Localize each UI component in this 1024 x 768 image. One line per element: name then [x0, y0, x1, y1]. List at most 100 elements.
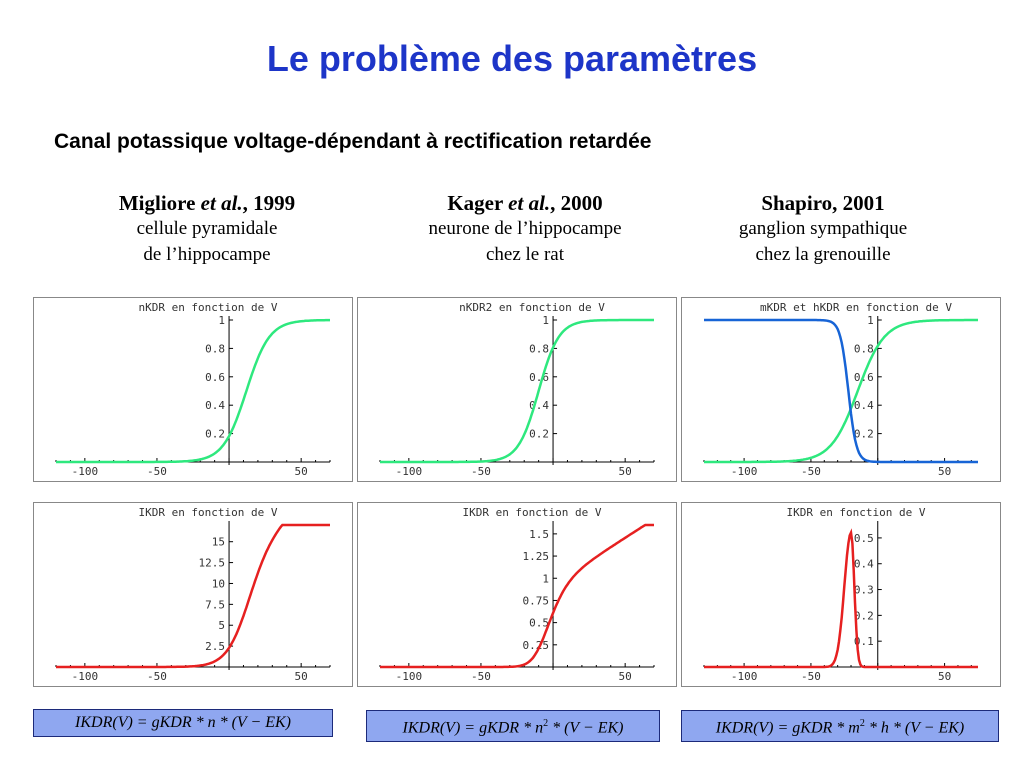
- y-tick-label: 10: [212, 577, 225, 590]
- formula-exponent: 2: [859, 718, 865, 729]
- x-tick-label: -100: [396, 465, 423, 478]
- description-line1: neurone de l’hippocampe: [428, 218, 622, 239]
- x-tick-label: 50: [938, 670, 951, 683]
- y-tick-label: 0.2: [854, 609, 874, 622]
- series-line-0: [380, 318, 654, 464]
- etal: et al.: [508, 191, 551, 215]
- y-tick-label: 0.8: [529, 342, 549, 355]
- chart-nkdr2: nKDR2 en fonction de V -100 -50 50 1 0.8 0.6 0.…: [379, 301, 655, 478]
- x-tick-label: -100: [731, 465, 758, 478]
- y-tick-label: 0.4: [854, 558, 874, 571]
- series-line-0: [380, 523, 654, 669]
- chart-panel-mkdr-hkdr: mKDR et hKDR en fonction de V -100 -50 50 1 0…: [681, 297, 1001, 482]
- chart-ikdr-shapiro: IKDR en fonction de V -100 -50 50 0.5 0.4 0.3 0…: [703, 506, 978, 683]
- formula-tail: * (V − EK): [548, 719, 624, 737]
- chart-panel-ikdr-migliore: IKDR en fonction de V -100 -50 50 15 12.5 10 7.…: [33, 502, 353, 687]
- x-tick-label: -100: [72, 465, 99, 478]
- column-header-shapiro: Shapiro, 2001 ganglion sympathique chez …: [678, 190, 968, 268]
- x-tick-label: 50: [938, 465, 951, 478]
- formula-text: IKDR(V) = gKDR * n * (V − EK): [75, 714, 291, 731]
- chart-title: IKDR en fonction de V: [786, 506, 925, 519]
- x-tick-label: -100: [396, 670, 423, 683]
- description-line1: ganglion sympathique: [738, 218, 908, 239]
- author: Shapiro, 2001: [761, 191, 885, 215]
- y-tick-label: 0.5: [529, 617, 549, 630]
- column-header-kager: Kager et al., 2000 neurone de l’hippocam…: [380, 190, 670, 268]
- y-tick-label: 0.2: [205, 428, 225, 441]
- x-tick-label: -50: [471, 465, 491, 478]
- series-line-0: [704, 318, 978, 464]
- y-tick-label: 1.5: [529, 528, 549, 541]
- chart-mkdr-hkdr: mKDR et hKDR en fonction de V -100 -50 50 1 0…: [703, 301, 978, 478]
- author: Migliore: [118, 191, 196, 215]
- x-tick-label: -50: [147, 465, 167, 478]
- chart-panel-ikdr-shapiro: IKDR en fonction de V -100 -50 50 0.5 0.4 0.3 0…: [681, 502, 1001, 687]
- formula-kager: IKDR(V) = gKDR * n2 * (V − EK): [366, 710, 660, 743]
- y-tick-label: 0.1: [854, 635, 874, 648]
- description-line2: chez la grenouille: [755, 244, 891, 265]
- etal: et al.: [200, 191, 243, 215]
- y-tick-label: 15: [212, 536, 225, 549]
- x-tick-label: -100: [731, 670, 758, 683]
- series-line-0: [56, 523, 330, 669]
- y-tick-label: 0.2: [529, 428, 549, 441]
- chart-nkdr: nKDR en fonction de V -100 -50 50 1 0.8 0.6 0.4…: [55, 301, 331, 478]
- x-tick-label: -50: [471, 670, 491, 683]
- series-line-0: [704, 528, 978, 669]
- y-tick-label: 1: [542, 572, 549, 585]
- chart-title: IKDR en fonction de V: [138, 506, 277, 519]
- y-tick-label: 1.25: [523, 550, 550, 563]
- y-tick-label: 0.25: [523, 639, 550, 652]
- x-tick-label: -50: [801, 670, 821, 683]
- chart-ikdr-migliore: IKDR en fonction de V -100 -50 50 15 12.5 10 7.…: [55, 506, 331, 683]
- formula-text: IKDR(V) = gKDR * n: [402, 719, 544, 737]
- chart-title: mKDR et hKDR en fonction de V: [760, 301, 952, 314]
- formula-exponent: 2: [543, 718, 549, 729]
- chart-ikdr-kager: IKDR en fonction de V -100 -50 50 1.5 1.25 1 0.…: [379, 506, 655, 683]
- slide-subtitle: Canal potassique voltage-dépendant à rec…: [54, 130, 652, 153]
- year: , 2000: [550, 191, 603, 215]
- year: , 1999: [242, 191, 296, 215]
- author: Kager: [447, 191, 503, 215]
- x-tick-label: -50: [801, 465, 821, 478]
- chart-title: nKDR en fonction de V: [138, 301, 277, 314]
- chart-title: IKDR en fonction de V: [462, 506, 601, 519]
- x-tick-label: 50: [619, 670, 632, 683]
- y-tick-label: 0.4: [854, 399, 874, 412]
- y-tick-label: 0.6: [529, 371, 549, 384]
- y-tick-label: 0.6: [205, 371, 225, 384]
- y-tick-label: 7.5: [205, 598, 225, 611]
- chart-panel-nkdr: nKDR en fonction de V -100 -50 50 1 0.8 0.6 0.4…: [33, 297, 353, 482]
- y-tick-label: 0.8: [854, 342, 874, 355]
- formula-text: IKDR(V) = gKDR * m: [715, 719, 860, 737]
- y-tick-label: 0.4: [205, 399, 225, 412]
- description-line2: de l’hippocampe: [143, 244, 271, 265]
- x-tick-label: 50: [295, 670, 308, 683]
- x-tick-label: -50: [147, 670, 167, 683]
- x-tick-label: 50: [295, 465, 308, 478]
- formula-migliore: IKDR(V) = gKDR * n * (V − EK): [33, 709, 333, 737]
- y-tick-label: 0.3: [854, 584, 874, 597]
- description-line2: chez le rat: [485, 244, 565, 265]
- y-tick-label: 2.5: [205, 640, 225, 653]
- description-line1: cellule pyramidale: [136, 218, 278, 239]
- x-tick-label: -100: [72, 670, 99, 683]
- chart-title: nKDR2 en fonction de V: [459, 301, 605, 314]
- y-tick-label: 1: [218, 314, 225, 327]
- y-tick-label: 0.75: [523, 594, 550, 607]
- chart-panel-ikdr-kager: IKDR en fonction de V -100 -50 50 1.5 1.25 1 0.…: [357, 502, 677, 687]
- x-tick-label: 50: [619, 465, 632, 478]
- y-tick-label: 0.2: [854, 428, 874, 441]
- y-tick-label: 0.5: [854, 532, 874, 545]
- y-tick-label: 1: [542, 314, 549, 327]
- slide-title: Le problème des paramètres: [266, 38, 758, 79]
- formula-shapiro: IKDR(V) = gKDR * m2 * h * (V − EK): [681, 710, 999, 743]
- y-tick-label: 12.5: [199, 557, 226, 570]
- column-header-migliore: Migliore et al., 1999 cellule pyramidale…: [62, 190, 352, 268]
- y-tick-label: 5: [218, 619, 225, 632]
- series-line-1: [704, 318, 978, 464]
- formula-tail: * h * (V − EK): [864, 719, 965, 737]
- y-tick-label: 1: [867, 314, 874, 327]
- chart-panel-nkdr2: nKDR2 en fonction de V -100 -50 50 1 0.8 0.6 0.…: [357, 297, 677, 482]
- y-tick-label: 0.8: [205, 342, 225, 355]
